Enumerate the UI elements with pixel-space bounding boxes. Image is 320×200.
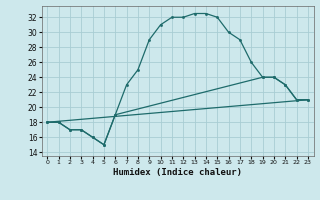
- X-axis label: Humidex (Indice chaleur): Humidex (Indice chaleur): [113, 168, 242, 177]
